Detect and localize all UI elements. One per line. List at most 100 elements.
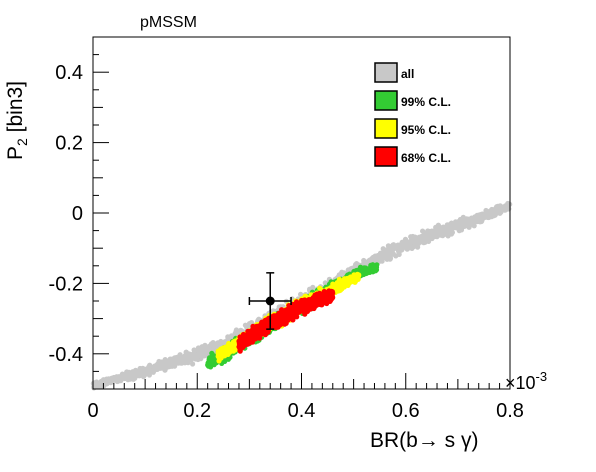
scatter-point [300,308,306,314]
legend-swatch-all [374,62,398,83]
scatter-point [433,233,439,239]
legend-label-all: all [401,67,414,81]
y-tick-label: -0.4 [49,344,83,366]
scatter-point [262,317,268,323]
scatter-point [199,350,205,356]
scatter-point [247,332,253,338]
scatter-point [237,341,243,347]
scatter-point [174,354,180,361]
measurement-point [248,272,292,330]
scatter-point [302,303,309,310]
scatter-point [146,364,152,370]
scatter-point [278,315,284,321]
scatter-point [158,360,164,366]
scatter-point [216,352,222,358]
scatter-point [209,357,215,364]
scatter-point [271,319,277,325]
scatter-point [409,239,415,245]
scatter-point [313,300,319,306]
scatter-point [482,213,488,219]
scatter-point [309,305,315,311]
series-68cl [236,288,336,354]
scatter-point [317,285,323,291]
scatter-point [429,235,435,242]
scatter-point [294,308,300,314]
chart-title: pMSSM [140,14,197,31]
x-axis-multiplier-exponent: -3 [536,369,548,384]
scatter-point [394,244,400,250]
scatter-point [279,319,285,325]
scatter-point [346,275,352,281]
scatter-point [445,233,451,239]
legend-swatch-95cl [374,118,398,139]
scatter-point [400,245,406,251]
scatter-point [165,361,171,367]
legend-swatch-99cl [374,90,398,111]
scatter-point [106,376,112,383]
scatter-point [415,238,421,244]
scatter-point [258,321,264,328]
y-tick-label: 0.4 [55,62,83,84]
scatter-point [209,350,215,356]
scatter-point [255,328,261,334]
y-tick-label: 0.2 [55,133,83,155]
scatter-point [136,373,142,379]
scatter-point [423,238,429,244]
x-tick-label: 0.4 [288,400,316,422]
scatter-point [478,213,484,219]
measurement-marker [265,296,275,306]
scatter-point [233,327,239,333]
legend-swatch-68cl [374,146,398,167]
series-all [90,200,513,391]
plot-frame [92,36,511,390]
x-tick-label: 0 [87,400,98,422]
scatter-point [375,252,381,259]
scatter-point [338,282,344,288]
scatter-point [187,356,193,362]
scatter-point [396,248,402,254]
x-axis-label: BR(b→ s γ) [370,429,479,452]
x-axis-ticks: 0 0.2 0.4 0.6 0.8 [87,373,524,422]
scatter-point [445,225,451,231]
scatter-point [240,338,246,344]
x-axis-multiplier: ×10-3 [505,369,547,393]
scatter-points-layer [90,200,513,391]
scatter-point [232,338,238,344]
scatter-point [506,206,512,212]
y-axis-label-rest: [bin3] [4,81,27,138]
scatter-point [390,251,396,257]
scatter-point [319,302,325,308]
legend-label-99cl: 99% C.L. [401,95,451,109]
scatter-point [370,269,376,275]
y-axis-label-main: P [4,146,27,160]
scatter-point [370,264,376,270]
scatter-point [116,377,122,384]
x-tick-label: 0.6 [392,400,420,422]
scatter-point [412,234,418,240]
scatter-point [161,365,167,372]
scatter-point [223,351,229,357]
scatter-point [322,280,328,286]
scatter-point [379,258,385,264]
scatter-point [381,249,387,255]
scatter-point [299,297,305,304]
y-tick-label: 0 [72,203,83,225]
scatter-point [325,298,331,304]
scatter-point [92,380,98,386]
scatter-point [455,222,461,228]
scatter-point [361,265,367,271]
x-axis-multiplier-base: ×10 [505,373,536,393]
y-axis-ticks: -0.4 -0.2 0 0.2 0.4 [49,36,109,390]
x-tick-label: 0.8 [496,400,524,422]
scatter-point [169,363,175,369]
scatter-point [111,376,117,382]
scatter-point [316,294,322,300]
legend: all 99% C.L. 95% C.L. 68% C.L. [374,62,451,167]
y-tick-label: -0.2 [49,273,83,295]
x-tick-label: 0.2 [183,400,211,422]
scatter-point [500,204,506,210]
scatter-point [361,257,367,264]
scatter-point [192,351,198,357]
scatter-point [98,378,104,384]
